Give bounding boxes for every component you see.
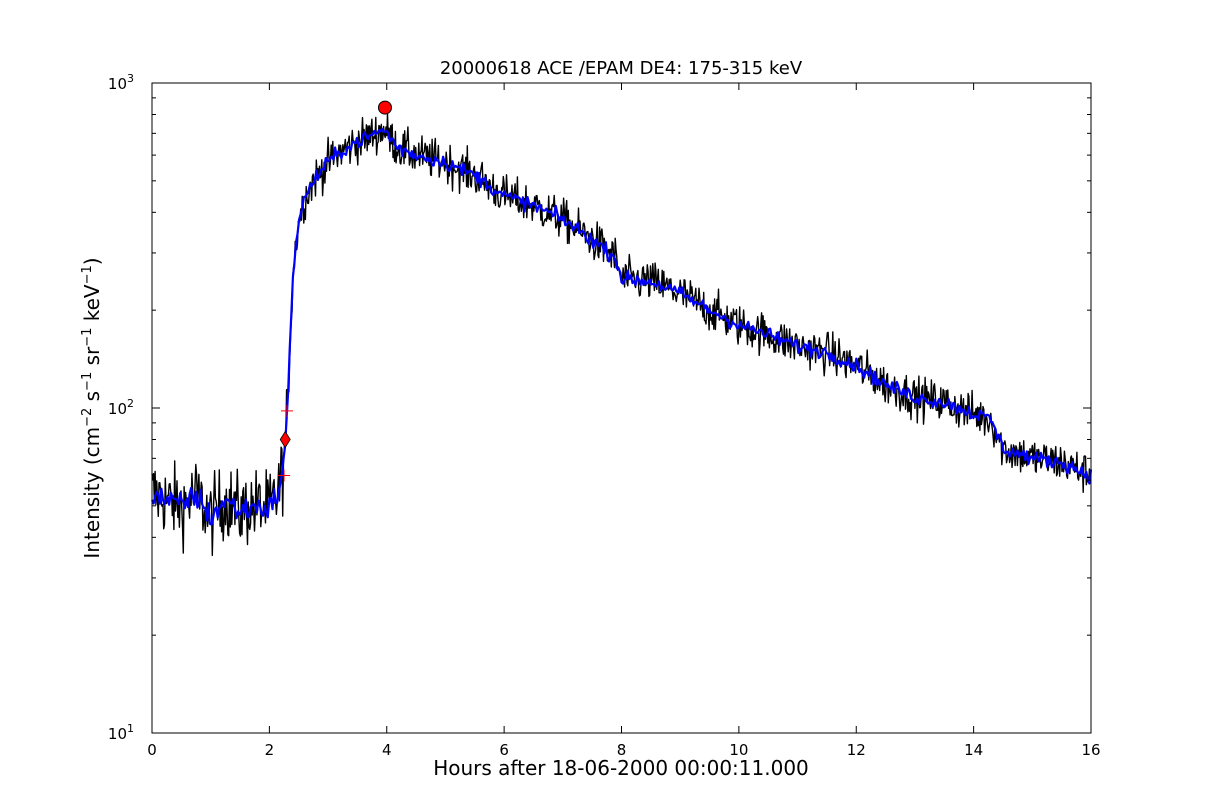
y-axis-label-sup-2: −1 [80,372,95,391]
peak-marker-circle [377,100,392,115]
error-marker-plus [278,469,291,482]
series-line-smoothed [150,128,1093,526]
x-tick-label: 0 [147,741,157,759]
y-axis-label-mid-3: keV [80,284,104,328]
chart-title: 20000618 ACE /EPAM DE4: 175-315 keV [440,58,803,79]
y-axis-label-sup-1: −2 [80,408,95,427]
plot-area [150,82,1093,734]
x-tick-label: 6 [499,741,509,759]
y-axis-label-sup-4: −1 [80,265,95,284]
x-tick-label: 10 [729,741,748,759]
y-tick-label-exponent: 1 [127,722,134,735]
x-tick-label: 4 [382,741,392,759]
y-tick-label-base: 10 [108,75,127,93]
y-tick-label: 101 [108,722,134,743]
y-axis-label-suffix: ) [80,257,104,265]
x-tick-label: 2 [265,741,275,759]
y-tick-label: 102 [108,397,134,418]
marker-layer [278,100,392,482]
series-layer [150,113,1093,557]
y-tick-label-exponent: 3 [127,72,134,85]
y-tick-label-exponent: 2 [127,397,134,410]
y-axis-label: Intensity (cm−2 s−1 sr−1 keV−1) [80,257,104,558]
y-tick-label: 103 [108,72,134,93]
y-tick-label-base: 10 [108,725,127,743]
y-tick-label-base: 10 [108,400,127,418]
error-marker-plus [280,404,293,417]
y-axis-label-mid-2: sr [80,346,104,372]
x-tick-label: 14 [964,741,983,759]
y-axis-label-mid-1: s [80,391,104,408]
y-axis-label-prefix: Intensity (cm [80,427,104,559]
x-axis-label: Hours after 18-06-2000 00:00:11.000 [433,756,809,780]
y-axis-label-sup-3: −1 [80,328,95,347]
x-tick-label: 16 [1081,741,1100,759]
onset-marker-diamond [279,430,291,449]
x-tick-label: 8 [617,741,627,759]
x-tick-label: 12 [847,741,866,759]
